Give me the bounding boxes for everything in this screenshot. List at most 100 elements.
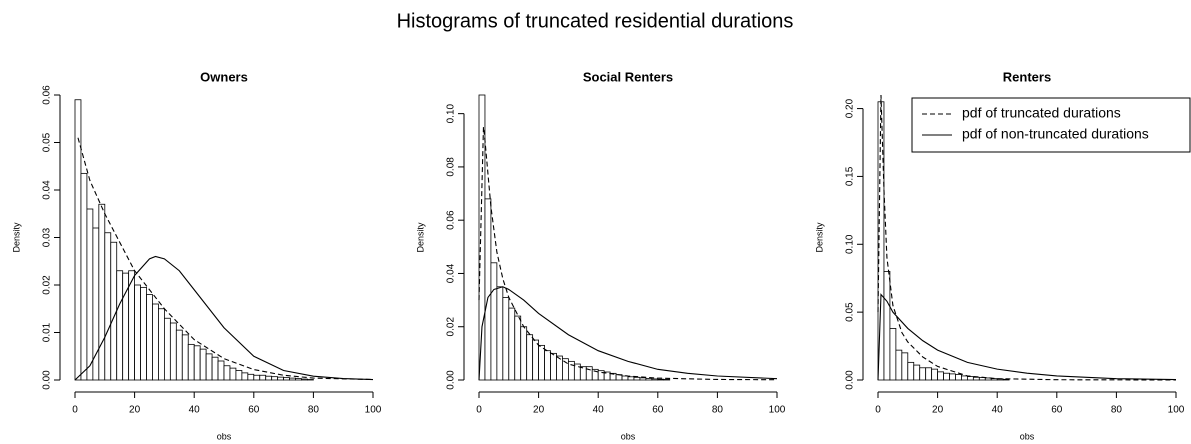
histogram-bar xyxy=(949,373,956,381)
histogram-bar xyxy=(597,370,605,381)
histogram-bar xyxy=(877,101,885,381)
y-axis-label: Density xyxy=(814,222,824,253)
histogram-bar xyxy=(163,317,171,381)
histogram-bar xyxy=(621,375,629,381)
histogram-bar xyxy=(128,270,135,381)
y-tick-label: 0.04 xyxy=(446,263,457,283)
y-tick-label: 0.00 xyxy=(42,370,53,390)
y-axis-label: Density xyxy=(415,222,425,253)
y-tick-label: 0.10 xyxy=(845,234,856,254)
legend-label: pdf of non-truncated durations xyxy=(962,126,1149,142)
y-tick-label: 0.15 xyxy=(845,166,856,186)
x-tick-label: 80 xyxy=(1111,405,1123,416)
y-tick-label: 0.10 xyxy=(446,103,457,123)
histogram-bar xyxy=(502,297,510,381)
histogram-bar xyxy=(484,198,492,381)
histogram-bar xyxy=(639,377,647,381)
histogram-bar xyxy=(229,367,237,381)
x-tick-label: 40 xyxy=(593,405,605,416)
histogram-bar xyxy=(490,262,498,381)
x-tick-label: 40 xyxy=(992,405,1004,416)
histogram-bar xyxy=(508,307,516,381)
histogram-bar xyxy=(295,378,302,381)
histogram-bar xyxy=(526,334,534,381)
x-axis-label: obs xyxy=(1020,431,1035,441)
histogram-bar xyxy=(253,374,261,381)
histogram-bar xyxy=(955,374,962,381)
x-tick-label: 20 xyxy=(129,405,141,416)
density-curve xyxy=(74,255,374,381)
histogram-bar xyxy=(925,367,933,381)
y-tick-label: 0.05 xyxy=(845,302,856,322)
histogram-bar xyxy=(514,315,522,381)
histogram-bar xyxy=(633,376,641,381)
y-tick-label: 0.20 xyxy=(845,98,856,118)
panel-title: Owners xyxy=(200,69,248,84)
histogram-bar xyxy=(235,370,243,381)
x-tick-label: 40 xyxy=(189,405,201,416)
histogram-bar xyxy=(104,232,112,381)
histogram-bar xyxy=(265,375,273,381)
histogram-bar xyxy=(579,366,587,381)
x-tick-label: 100 xyxy=(769,405,786,416)
x-axis-label: obs xyxy=(217,431,232,441)
histogram-bar xyxy=(931,368,939,381)
histogram-bar xyxy=(271,376,279,381)
histogram-bar xyxy=(241,372,249,381)
x-tick-label: 60 xyxy=(1051,405,1063,416)
histogram-bar xyxy=(181,334,189,381)
histogram-bar xyxy=(943,372,950,381)
density-curve xyxy=(877,293,1177,381)
x-tick-label: 0 xyxy=(875,405,881,416)
y-tick-label: 0.02 xyxy=(42,275,53,295)
histogram-bar xyxy=(74,99,82,381)
x-tick-label: 0 xyxy=(476,405,482,416)
histogram-bar xyxy=(158,308,165,381)
y-tick-label: 0.08 xyxy=(446,157,457,177)
histogram-bar xyxy=(919,367,927,381)
histogram-bar xyxy=(199,348,207,381)
density-curve xyxy=(478,286,778,381)
y-tick-label: 0.01 xyxy=(42,322,53,342)
y-tick-label: 0.05 xyxy=(42,132,53,152)
histogram-bar xyxy=(277,376,285,381)
y-tick-label: 0.02 xyxy=(446,317,457,337)
histogram-bar xyxy=(193,345,201,381)
histogram-bar xyxy=(301,378,308,381)
density-curve xyxy=(77,137,374,381)
histogram-bar xyxy=(550,352,557,381)
histogram-bar xyxy=(901,352,909,381)
histogram-bar xyxy=(223,365,231,381)
panel-title: Social Renters xyxy=(583,69,673,84)
histogram-bar xyxy=(80,172,88,381)
histogram-bar xyxy=(520,326,528,381)
histogram-bar xyxy=(247,373,255,381)
histogram-bar xyxy=(967,376,974,381)
y-axis-label: Density xyxy=(11,222,21,253)
histogram-bar xyxy=(187,343,195,381)
histogram-bar xyxy=(86,208,94,381)
y-tick-label: 0.03 xyxy=(42,227,53,247)
x-tick-label: 0 xyxy=(72,405,78,416)
histogram-bar xyxy=(259,374,267,381)
y-tick-label: 0.00 xyxy=(845,370,856,390)
histogram-bar xyxy=(211,356,219,381)
histogram-bar xyxy=(496,286,504,381)
histogram-bar xyxy=(532,339,540,381)
figure-title: Histograms of truncated residential dura… xyxy=(397,10,794,32)
x-tick-label: 80 xyxy=(712,405,724,416)
histogram-bar xyxy=(478,94,486,381)
histogram-bar xyxy=(651,378,659,381)
histogram-bar xyxy=(217,360,225,381)
histogram-bar xyxy=(1002,378,1010,381)
y-tick-label: 0.06 xyxy=(446,210,457,230)
histogram-bar xyxy=(110,241,118,381)
histogram-bar xyxy=(175,329,183,381)
histogram-bar xyxy=(146,294,153,381)
histogram-bar xyxy=(657,378,665,381)
histogram-bar xyxy=(895,349,903,381)
histogram-bar xyxy=(961,375,968,381)
panel-title: Renters xyxy=(1003,69,1051,84)
